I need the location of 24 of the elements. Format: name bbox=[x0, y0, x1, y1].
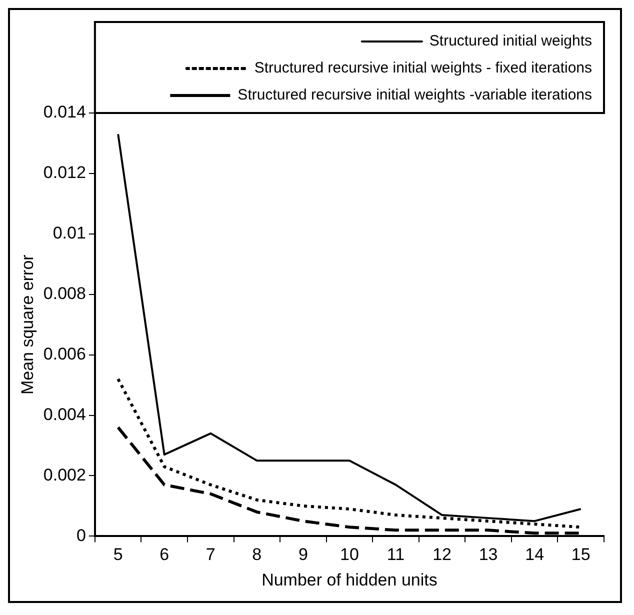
y-tick-label: 0.01 bbox=[52, 224, 86, 243]
y-tick-label: 0.004 bbox=[43, 404, 86, 424]
y-tick-label: 0.014 bbox=[43, 102, 86, 122]
y-tick-label: 0 bbox=[76, 526, 86, 545]
legend-label: Structured initial weights bbox=[429, 32, 592, 50]
x-tick-label: 15 bbox=[571, 545, 590, 564]
x-tick-label: 7 bbox=[206, 545, 216, 564]
x-axis-title: Number of hidden units bbox=[262, 570, 438, 590]
legend-label: Structured recursive initial weights -variable iterations bbox=[238, 86, 592, 104]
x-tick-label: 9 bbox=[298, 545, 308, 564]
x-tick-label: 11 bbox=[386, 545, 405, 564]
y-tick-label: 0.012 bbox=[43, 163, 86, 182]
x-tick-label: 14 bbox=[525, 545, 544, 564]
x-tick-label: 10 bbox=[340, 545, 359, 564]
legend-label: Structured recursive initial weights - fixed iterations bbox=[254, 60, 592, 77]
y-axis-title: Mean square error bbox=[18, 254, 37, 395]
x-tick-label: 5 bbox=[113, 545, 123, 564]
x-tick-label: 12 bbox=[432, 545, 452, 564]
y-tick-label: 0.008 bbox=[43, 284, 86, 304]
x-tick-label: 6 bbox=[160, 545, 170, 564]
x-tick-label: 8 bbox=[252, 545, 262, 564]
y-tick-label: 0.006 bbox=[43, 344, 86, 364]
x-tick-label: 13 bbox=[478, 545, 498, 564]
y-tick-label: 0.002 bbox=[43, 465, 86, 484]
